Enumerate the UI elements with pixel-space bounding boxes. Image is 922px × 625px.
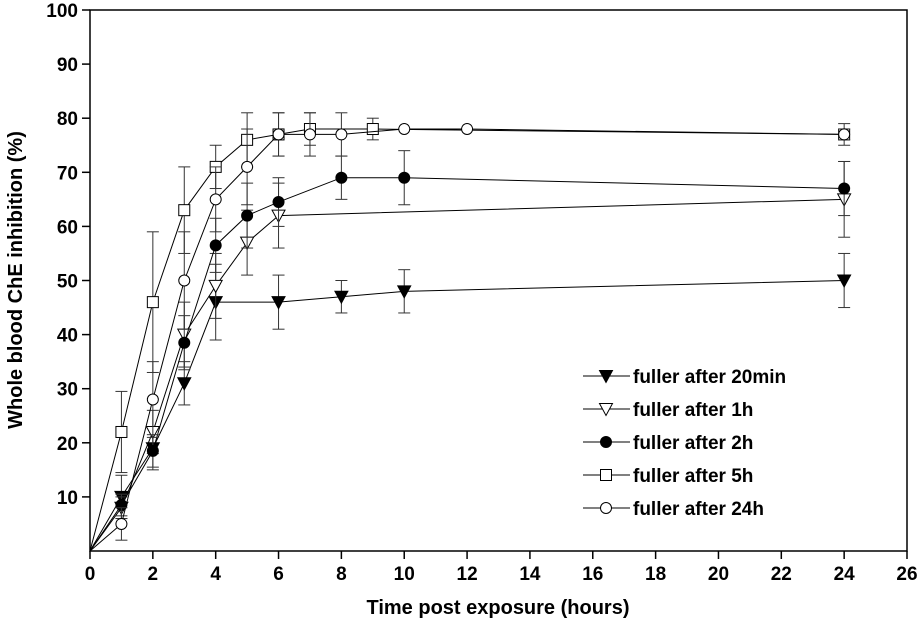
data-point [398, 171, 411, 184]
legend-marker [600, 502, 612, 514]
x-tick-label: 24 [834, 564, 856, 585]
data-point [178, 274, 191, 287]
x-tick-label: 4 [210, 564, 221, 585]
legend-label: fuller after 2h [633, 433, 753, 454]
y-tick-label: 60 [57, 217, 78, 238]
y-tick-label: 10 [57, 488, 78, 509]
y-tick-label: 90 [57, 55, 78, 76]
data-point [209, 193, 222, 206]
data-point [838, 128, 851, 141]
x-tick-label: 20 [708, 564, 729, 585]
legend-marker [600, 469, 612, 481]
x-axis-label: Time post exposure (hours) [366, 597, 629, 619]
data-point [208, 279, 224, 294]
x-tick-label: 10 [394, 564, 415, 585]
legend-marker [600, 436, 612, 448]
data-point [241, 160, 254, 173]
y-tick-label: 100 [46, 1, 78, 22]
data-point [178, 336, 191, 349]
y-tick-label: 40 [57, 326, 78, 347]
data-point [115, 517, 128, 530]
y-tick-label: 30 [57, 380, 78, 401]
legend-marker [598, 370, 614, 384]
x-tick-label: 18 [645, 564, 666, 585]
data-point [838, 182, 851, 195]
data-point [115, 425, 128, 438]
data-point [272, 196, 285, 209]
data-point [303, 128, 316, 141]
data-point [146, 444, 159, 457]
x-tick-label: 16 [582, 564, 603, 585]
series-line-4 [89, 128, 845, 552]
y-tick-label: 70 [57, 163, 78, 184]
data-point [396, 285, 412, 299]
legend-label: fuller after 1h [633, 400, 753, 421]
x-tick-label: 26 [896, 564, 917, 585]
data-point [335, 128, 348, 141]
legend-marker [598, 403, 614, 417]
data-point [461, 123, 474, 136]
x-tick-label: 0 [85, 564, 96, 585]
data-point [178, 204, 191, 217]
data-point [366, 123, 379, 136]
x-tick-label: 14 [519, 564, 541, 585]
data-point [209, 239, 222, 252]
y-axis-label: Whole blood ChE inhibition (%) [5, 131, 27, 429]
x-tick-label: 12 [457, 564, 478, 585]
legend-label: fuller after 5h [633, 466, 753, 487]
x-tick-label: 2 [148, 564, 159, 585]
data-point [334, 290, 349, 305]
data-point [272, 128, 285, 141]
data-point [146, 296, 159, 309]
x-tick-label: 8 [336, 564, 347, 585]
y-tick-label: 50 [57, 272, 78, 293]
series-line-2 [89, 177, 845, 552]
x-tick-label: 22 [771, 564, 792, 585]
data-point [176, 377, 192, 391]
y-tick-label: 20 [57, 434, 78, 455]
data-point [836, 274, 852, 289]
legend-label: fuller after 20min [633, 367, 786, 388]
data-point [146, 393, 159, 406]
x-tick-label: 6 [273, 564, 284, 585]
y-tick-label: 80 [57, 109, 78, 130]
series-line-3 [89, 128, 845, 552]
data-point [241, 209, 254, 222]
legend-label: fuller after 24h [633, 499, 764, 520]
data-point [335, 171, 348, 184]
data-point [271, 296, 286, 310]
data-point [398, 123, 411, 136]
